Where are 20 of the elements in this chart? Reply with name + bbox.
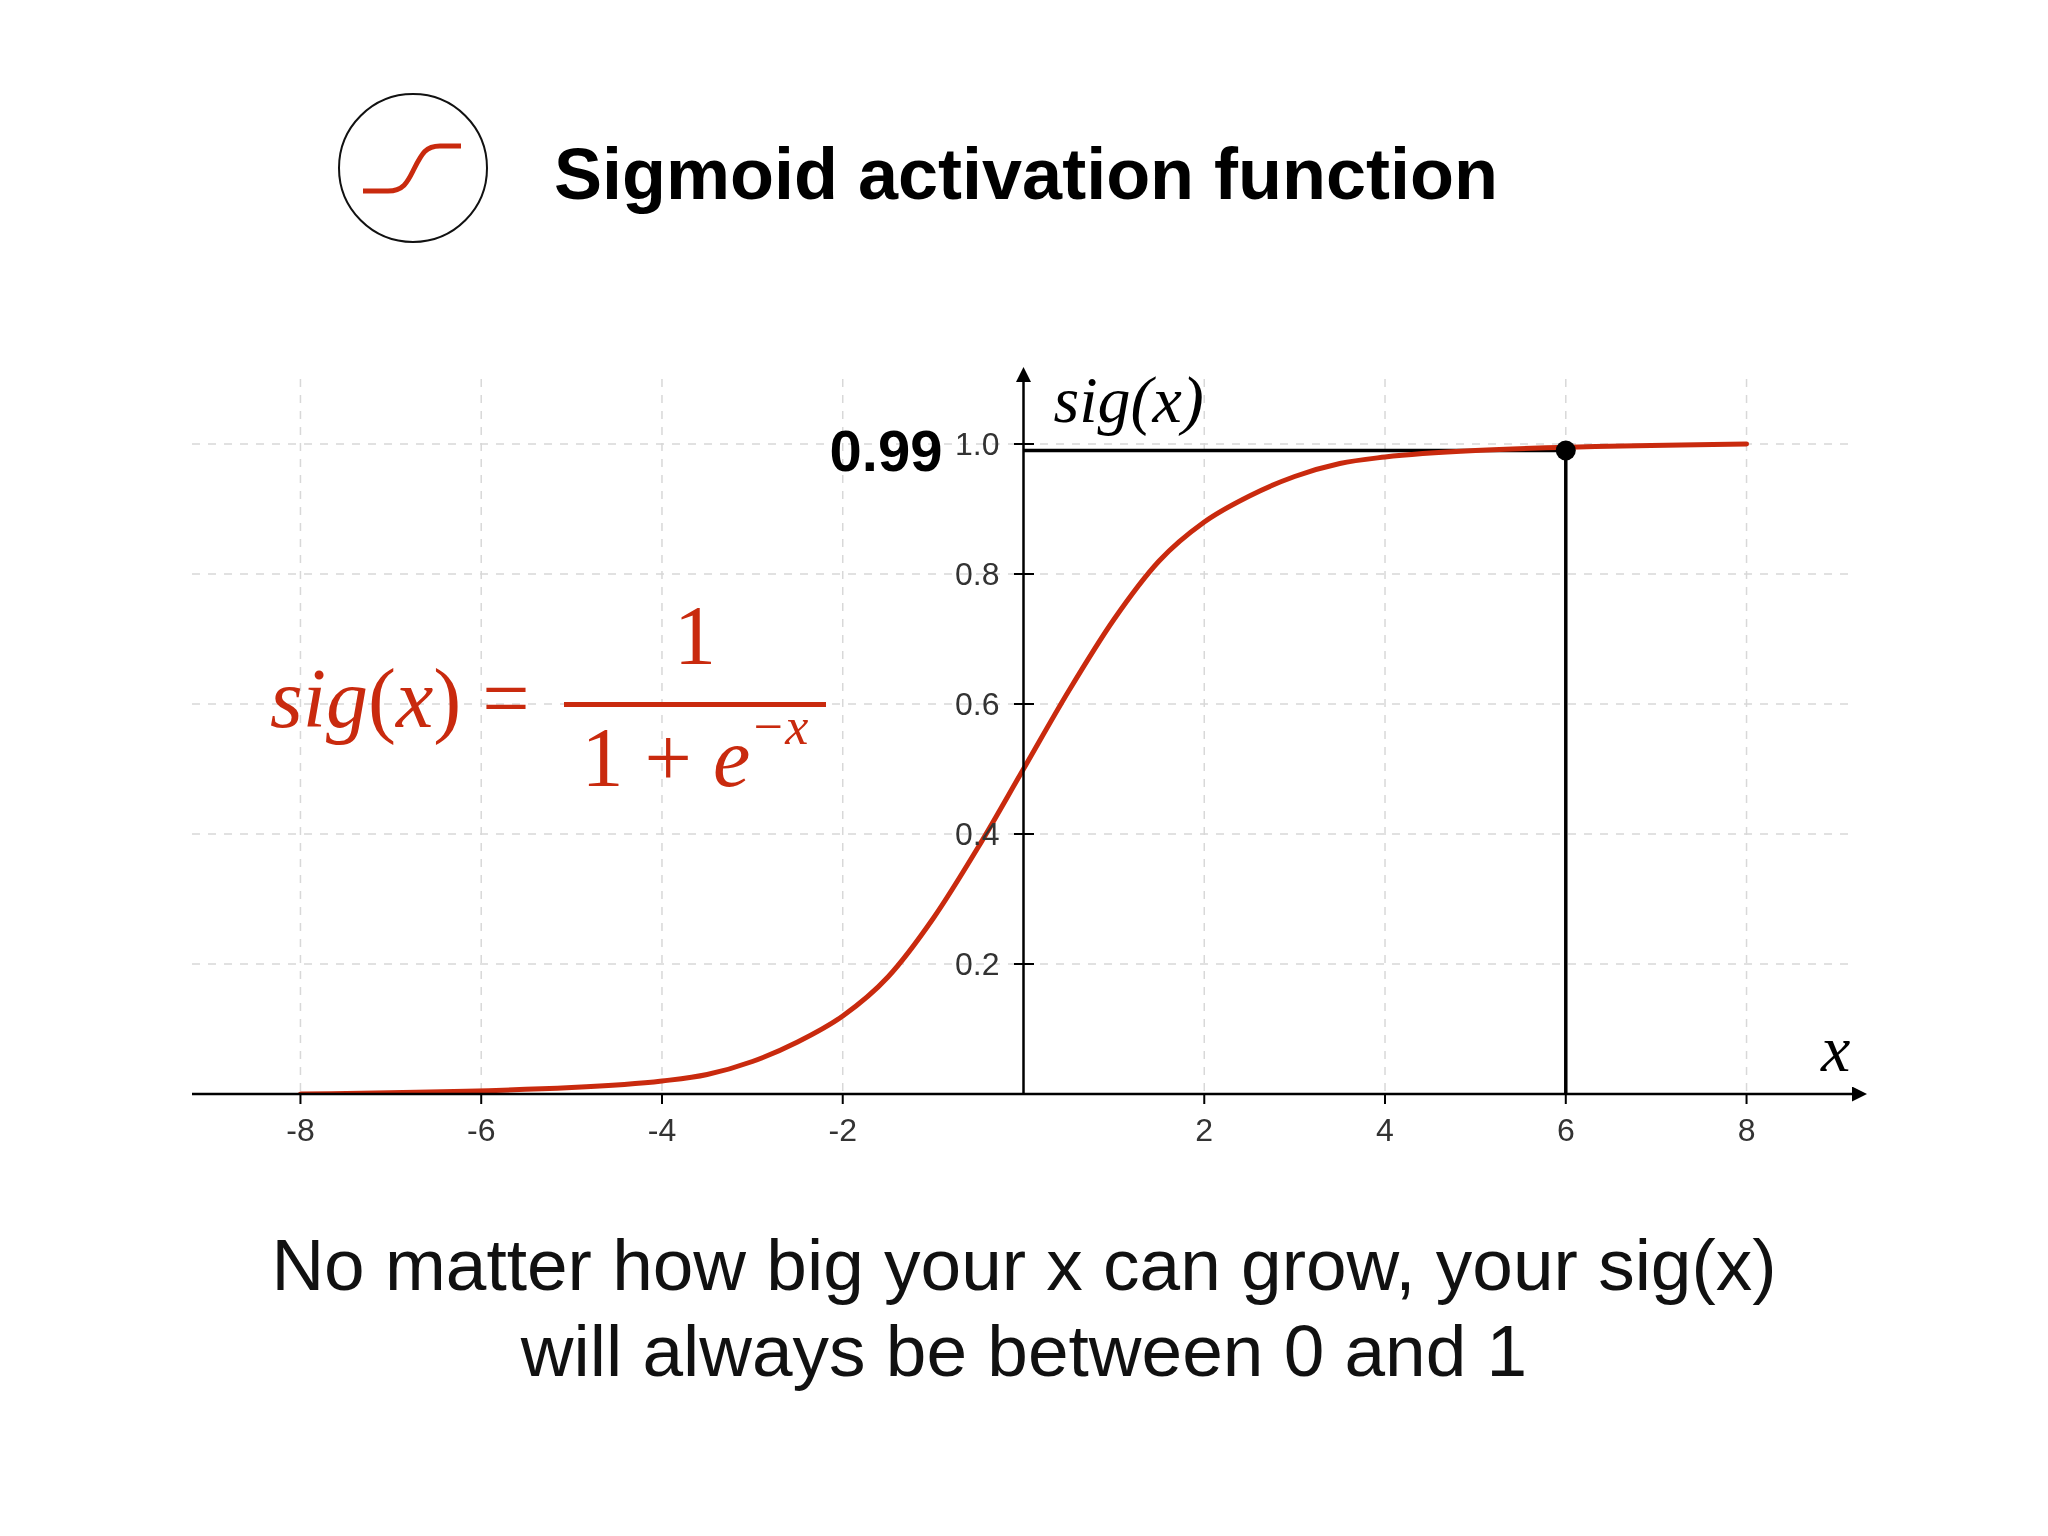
ref-line-label: 0.99 [829, 417, 943, 483]
x-axis-title: x [1821, 1012, 1851, 1085]
y-tick-label: 0.6 [955, 686, 1000, 722]
y-tick-label: 1.0 [955, 426, 1000, 462]
annotation: 1 + e$^{−x}$ [581, 698, 809, 804]
x-tick-label: 6 [1556, 1111, 1575, 1148]
text: No matter how big your x can grow, your sig(x) will always be between 0 and 1 [271, 1224, 1777, 1391]
y-tick-label: 0.2 [955, 946, 1000, 982]
y-tick-label: 0.8 [955, 556, 1000, 592]
x-tick-label: 8 [1737, 1111, 1756, 1148]
x-tick-label: -6 [466, 1111, 496, 1148]
annotation: sig(x) = [270, 652, 530, 745]
x-tick-label: -4 [647, 1111, 677, 1148]
y-axis-title: sig(x) [1053, 363, 1204, 436]
x-tick-label: -2 [828, 1111, 857, 1148]
x-tick-label: 2 [1195, 1111, 1214, 1148]
x-tick-label: -8 [286, 1111, 315, 1148]
x-tick-label: 4 [1376, 1111, 1394, 1148]
chart-title: Sigmoid activation function [554, 134, 1499, 214]
annotation: 1 [674, 589, 716, 682]
